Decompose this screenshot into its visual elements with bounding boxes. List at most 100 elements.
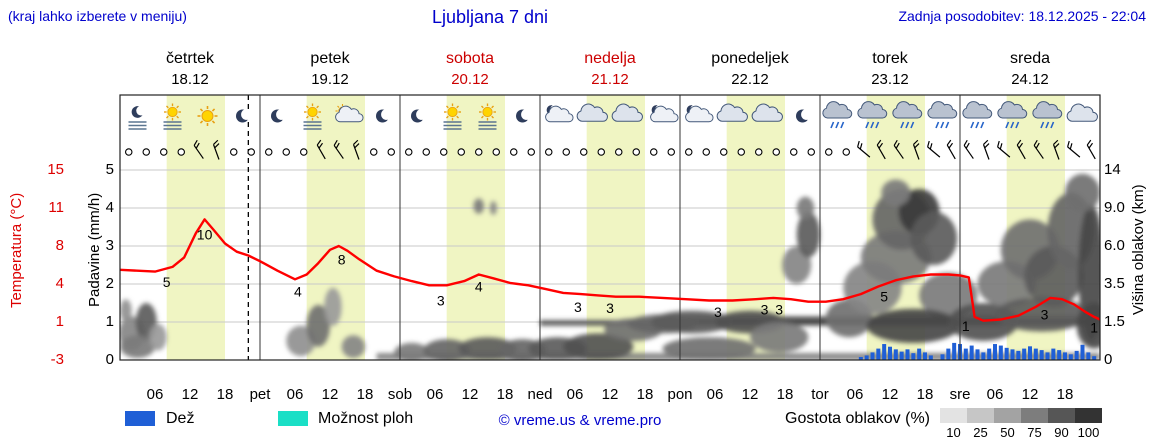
day-name: nedelja	[584, 50, 636, 67]
calm-wind-icon	[474, 148, 483, 156]
temperature-value-label: 3	[714, 304, 722, 320]
cloud-density-colorbar	[940, 408, 1102, 423]
calm-wind-icon	[509, 148, 518, 156]
wind-barb-icon	[193, 139, 204, 159]
day-header-2: petek 19.12	[260, 50, 400, 88]
day-header-4: nedelja 21.12	[540, 50, 680, 88]
day-date: 22.12	[731, 71, 769, 88]
day-name: četrtek	[165, 50, 214, 67]
temperature-tick: 8	[55, 237, 64, 254]
moon-icon	[131, 105, 146, 118]
temperature-tick: 1	[55, 313, 64, 330]
day-separators	[259, 95, 961, 360]
cloud-height-tick: 6.0	[1104, 237, 1125, 254]
calm-wind-icon	[544, 148, 553, 156]
wind-barb-icon	[316, 139, 326, 160]
temperature-value-label: 8	[338, 251, 346, 267]
wind-barb-icon	[333, 139, 344, 159]
x-tick-time: 18	[216, 386, 234, 403]
temperature-value-label: 1	[962, 318, 970, 334]
wind-barb-icon	[997, 140, 1011, 158]
day-date: 23.12	[871, 71, 909, 88]
calm-wind-icon	[842, 148, 850, 156]
temperature-value-label: 5	[880, 289, 888, 305]
wind-barb-icon	[212, 139, 220, 160]
x-tick-time: 12	[461, 386, 479, 403]
calm-wind-icon	[597, 148, 605, 156]
rain-legend-swatch	[125, 411, 155, 426]
sun-icon	[197, 106, 218, 126]
calm-wind-icon	[404, 148, 413, 156]
day-date: 19.12	[311, 71, 349, 88]
calm-wind-icon	[299, 148, 308, 156]
x-tick-time: 12	[321, 386, 339, 403]
x-tick-time: 12	[181, 386, 199, 403]
moon-icon	[516, 109, 532, 123]
density-tick: 50	[1000, 425, 1015, 440]
cloud-icon	[685, 105, 714, 123]
calm-wind-icon	[614, 148, 623, 156]
cloud-icon	[335, 105, 364, 123]
calm-wind-icon	[492, 148, 500, 156]
cloud-height-tick: 1.5	[1104, 313, 1125, 330]
density-tick: 90	[1054, 425, 1069, 440]
cloud-shading	[120, 173, 1100, 360]
cloud-height-tick: 0	[1104, 351, 1113, 368]
showers-legend-swatch	[278, 411, 308, 426]
x-tick-time: 06	[566, 386, 584, 403]
x-tick-time: 06	[426, 386, 444, 403]
density-segment	[1075, 408, 1102, 423]
calm-wind-icon	[142, 148, 151, 156]
day-header-5: ponedeljek 22.12	[680, 50, 820, 88]
moon-icon	[411, 109, 427, 123]
rain-drops-icon	[970, 121, 985, 129]
cloud-icon	[650, 105, 679, 123]
wind-barb-icon	[876, 139, 886, 160]
precip-tick: 5	[105, 161, 114, 178]
temperature-value-label: 5	[163, 274, 171, 290]
x-tick-time: 18	[496, 386, 514, 403]
x-tick-time: 18	[916, 386, 934, 403]
day-date: 24.12	[1011, 71, 1049, 88]
rain-drops-icon	[865, 121, 880, 129]
x-tick-day: tor	[811, 386, 829, 403]
day-name: sreda	[1009, 50, 1051, 67]
rain-drops-icon	[830, 121, 845, 129]
cloud-height-tick: 9.0	[1104, 199, 1125, 216]
wind-barb-icon	[1052, 139, 1060, 160]
x-tick-time: 12	[741, 386, 759, 403]
copyright-link[interactable]: © vreme.us & vreme.pro	[498, 412, 662, 429]
cloud-icon	[576, 103, 608, 122]
density-segment	[967, 408, 994, 423]
x-tick-time: 12	[1021, 386, 1039, 403]
x-tick-time: 12	[601, 386, 619, 403]
x-tick-day: pon	[667, 386, 693, 403]
calm-wind-icon	[807, 148, 815, 156]
temperature-tick: 11	[48, 199, 64, 216]
temperature-value-label: 3	[1041, 306, 1049, 322]
sun-icon	[163, 103, 182, 121]
x-tick-day: ned	[527, 386, 553, 403]
temperature-axis-label: Temperatura (°C)	[8, 192, 25, 308]
x-tick-time: 06	[706, 386, 724, 403]
cloud-icon	[1066, 103, 1098, 122]
cloud-icon	[611, 103, 643, 122]
temperature-value-label: 3	[574, 299, 582, 315]
calm-wind-icon	[772, 148, 780, 156]
temperature-value-label: 1	[1090, 320, 1098, 336]
day-header-6: torek 23.12	[820, 50, 960, 88]
x-tick-time: 18	[636, 386, 654, 403]
temperature-value-label: 3	[761, 301, 769, 317]
calm-wind-icon	[667, 148, 675, 156]
density-segment	[1021, 408, 1048, 423]
fog-icon	[478, 121, 497, 130]
wind-barb-icon	[893, 139, 904, 159]
x-tick-time: 18	[776, 386, 794, 403]
sun-icon	[303, 103, 322, 121]
day-header-1: četrtek 18.12	[120, 50, 260, 88]
calm-wind-icon	[125, 148, 133, 156]
rain-drops-icon	[1040, 121, 1055, 129]
calm-wind-icon	[230, 148, 238, 156]
rain-drops-icon	[900, 121, 915, 129]
